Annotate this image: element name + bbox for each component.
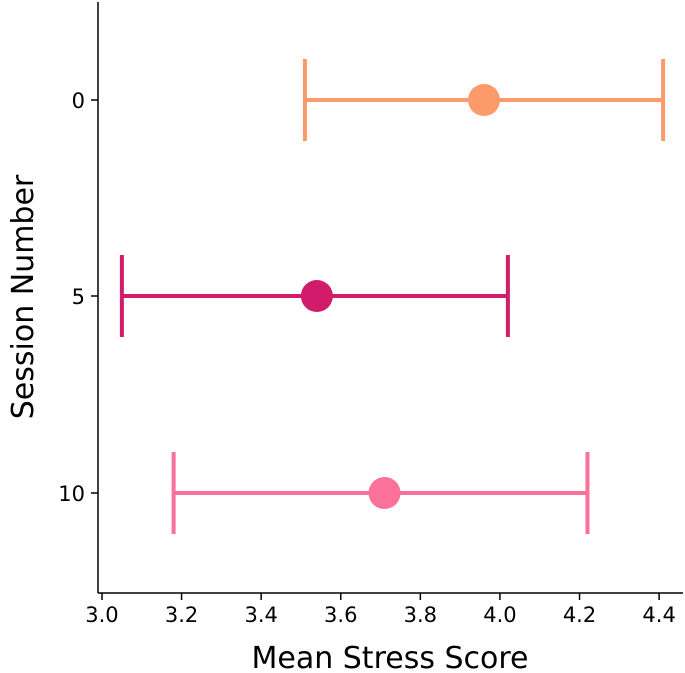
- x-tick-label: 3.0: [85, 603, 118, 627]
- y-tick-label: 10: [58, 482, 85, 506]
- error-bar-session-0: [302, 59, 666, 141]
- x-tick-label: 4.2: [563, 603, 596, 627]
- x-ticks: 3.0 3.2 3.4 3.6 3.8 4.0 4.2 4.4: [85, 593, 676, 627]
- x-tick-label: 3.6: [324, 603, 357, 627]
- y-tick-label: 5: [72, 285, 85, 309]
- y-tick-label: 0: [72, 89, 85, 113]
- x-tick-label: 3.4: [244, 603, 277, 627]
- mean-marker: [368, 477, 401, 509]
- x-tick-label: 4.0: [483, 603, 516, 627]
- x-tick-label: 4.4: [642, 603, 675, 627]
- x-tick-label: 3.8: [404, 603, 437, 627]
- y-ticks: 0 5 10: [58, 89, 98, 506]
- chart-marks: [119, 59, 666, 534]
- y-axis-title: Session Number: [6, 174, 41, 419]
- error-bar-session-10: [171, 452, 590, 534]
- x-axis-title: Mean Stress Score: [251, 641, 528, 673]
- x-tick-label: 3.2: [165, 603, 198, 627]
- mean-marker: [468, 84, 501, 116]
- mean-marker: [300, 280, 333, 312]
- error-bar-session-5: [119, 255, 510, 337]
